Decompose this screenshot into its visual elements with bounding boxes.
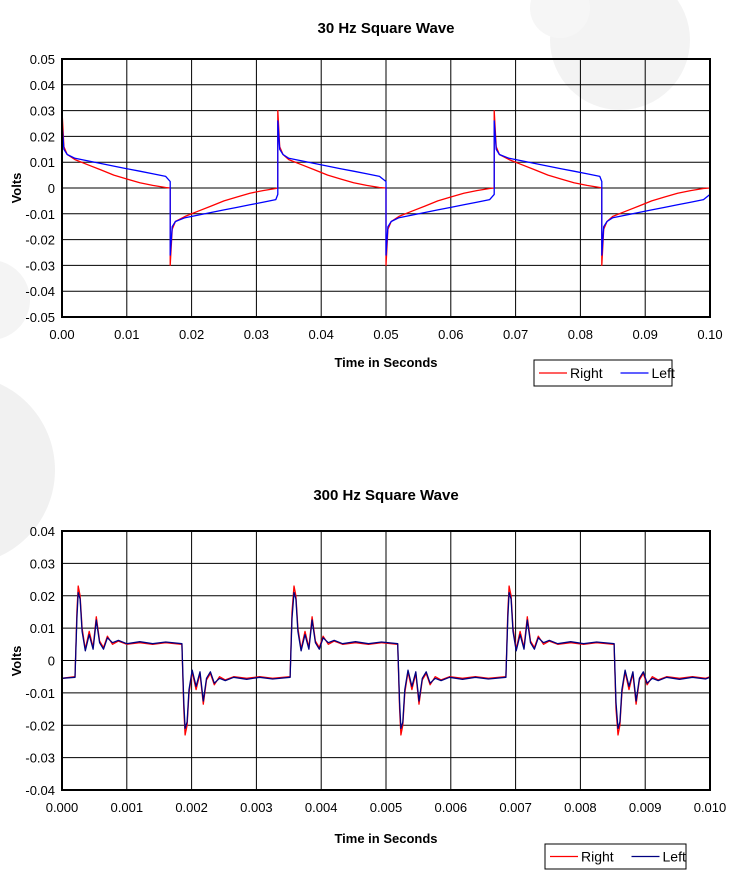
y-tick-label: 0.04 [30, 78, 55, 93]
y-tick-label: 0.02 [30, 129, 55, 144]
y-tick-labels: 0.04 0.03 0.02 0.01 0 -0.01 -0.02 -0.03 -0.04 [25, 524, 55, 798]
legend-label: Left [652, 365, 675, 381]
y-tick-label: -0.05 [25, 310, 55, 325]
x-tick-label: 0.05 [373, 327, 398, 342]
x-tick-label: 0.07 [503, 327, 528, 342]
y-tick-label: -0.03 [25, 751, 55, 766]
x-tick-label: 0.06 [438, 327, 463, 342]
plot-grid [62, 531, 710, 790]
x-tick-label: 0.00 [49, 327, 74, 342]
y-tick-label: 0.05 [30, 52, 55, 67]
plot-series [61, 109, 711, 267]
x-tick-label: 0.01 [114, 327, 139, 342]
y-tick-label: 0.02 [30, 589, 55, 604]
x-tick-label: 0.005 [370, 800, 403, 815]
x-tick-label: 0.02 [179, 327, 204, 342]
y-axis-label: Volts [9, 646, 24, 677]
chart-300hz: 300 Hz Square Wave 0.040.030.020.010-0.0… [9, 487, 727, 870]
legend: Right Left [533, 359, 675, 387]
x-tick-label: 0.04 [309, 327, 334, 342]
x-tick-label: 0.08 [568, 327, 593, 342]
y-tick-label: -0.04 [25, 783, 55, 798]
y-tick-label: -0.01 [25, 686, 55, 701]
x-tick-labels: 0.000 0.001 0.002 0.003 0.004 0.005 0.006 0.007… [46, 800, 727, 815]
y-tick-label: -0.02 [25, 718, 55, 733]
y-tick-label: 0 [48, 654, 55, 669]
plot-series [61, 585, 711, 736]
x-tick-label: 0.008 [564, 800, 597, 815]
chart-title: 300 Hz Square Wave [313, 487, 458, 504]
x-axis-label: Time in Seconds [334, 355, 437, 370]
x-tick-label: 0.002 [175, 800, 208, 815]
y-tick-label: 0.03 [30, 556, 55, 571]
y-tick-label: 0.01 [30, 155, 55, 170]
legend: Right Left [544, 843, 687, 870]
x-tick-label: 0.10 [697, 327, 722, 342]
y-tick-label: 0.01 [30, 621, 55, 636]
x-tick-labels: 0.00 0.01 0.02 0.03 0.04 0.05 0.06 0.07 0.08 0.09… [49, 327, 722, 342]
legend-label: Left [663, 849, 686, 865]
x-tick-label: 0.004 [305, 800, 338, 815]
x-tick-label: 0.007 [499, 800, 532, 815]
chart-title: 30 Hz Square Wave [318, 20, 455, 37]
plot-frame [61, 58, 711, 318]
x-tick-label: 0.03 [244, 327, 269, 342]
x-tick-label: 0.003 [240, 800, 273, 815]
plot-frame [61, 530, 711, 791]
x-axis-label: Time in Seconds [334, 831, 437, 846]
x-tick-label: 0.000 [46, 800, 79, 815]
x-tick-label: 0.09 [633, 327, 658, 342]
y-tick-label: -0.02 [25, 233, 55, 248]
legend-label: Right [581, 849, 614, 865]
x-tick-label: 0.001 [111, 800, 144, 815]
x-tick-label: 0.010 [694, 800, 727, 815]
series-line-left [61, 120, 711, 256]
x-tick-label: 0.006 [435, 800, 468, 815]
legend-label: Right [570, 365, 603, 381]
y-tick-label: 0.04 [30, 524, 55, 539]
y-tick-label: -0.04 [25, 284, 55, 299]
y-tick-label: -0.01 [25, 207, 55, 222]
y-tick-labels: 0.05 0.04 0.03 0.02 0.01 0 -0.01 -0.02 -0.03 -0.0… [25, 52, 55, 325]
chart-30hz: 30 Hz Square Wave 0.05 0.04 0.03 0.02 0.01 0 -… [9, 20, 723, 387]
series-line-left [61, 591, 711, 730]
y-tick-label: 0 [48, 181, 55, 196]
y-axis-label: Volts [9, 173, 24, 204]
x-tick-label: 0.009 [629, 800, 662, 815]
y-tick-label: -0.03 [25, 258, 55, 273]
y-tick-label: 0.03 [30, 104, 55, 119]
